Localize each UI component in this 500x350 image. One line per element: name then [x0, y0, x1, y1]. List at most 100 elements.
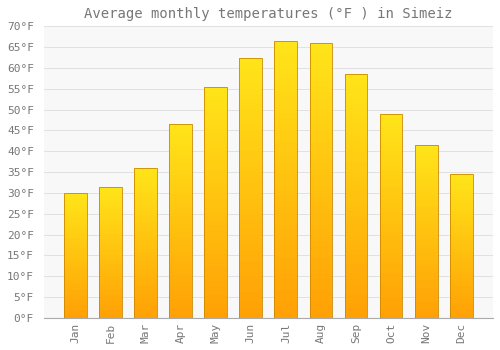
Bar [134, 231, 157, 234]
Bar [310, 114, 332, 120]
Bar [380, 171, 402, 175]
Bar [380, 146, 402, 150]
Bar [64, 278, 87, 280]
Bar [204, 262, 227, 267]
Bar [274, 80, 297, 85]
Bar [380, 289, 402, 293]
Bar [415, 231, 438, 235]
Bar [415, 183, 438, 187]
Bar [380, 228, 402, 232]
Bar [415, 238, 438, 242]
Bar [310, 147, 332, 153]
Bar [310, 186, 332, 191]
Bar [64, 238, 87, 240]
Bar [380, 285, 402, 289]
Bar [380, 273, 402, 277]
Bar [64, 230, 87, 233]
Bar [64, 265, 87, 268]
Bar [415, 276, 438, 280]
Bar [99, 265, 122, 268]
Bar [380, 138, 402, 142]
Bar [240, 136, 262, 141]
Bar [204, 119, 227, 124]
Bar [99, 273, 122, 276]
Bar [99, 192, 122, 195]
Bar [170, 244, 192, 248]
Bar [344, 259, 368, 264]
Bar [344, 235, 368, 240]
Bar [450, 174, 472, 177]
Bar [344, 84, 368, 89]
Bar [310, 191, 332, 197]
Bar [344, 245, 368, 250]
Bar [170, 128, 192, 132]
Bar [240, 177, 262, 183]
Bar [380, 204, 402, 208]
Bar [380, 134, 402, 138]
Bar [415, 225, 438, 228]
Bar [99, 205, 122, 208]
Bar [204, 87, 227, 91]
Bar [274, 190, 297, 196]
Bar [134, 186, 157, 189]
Bar [240, 99, 262, 104]
Bar [240, 271, 262, 276]
Bar [99, 231, 122, 234]
Bar [310, 136, 332, 142]
Bar [415, 159, 438, 162]
Bar [64, 280, 87, 283]
Bar [310, 274, 332, 279]
Bar [64, 240, 87, 243]
Bar [310, 164, 332, 169]
Bar [204, 313, 227, 318]
Bar [134, 237, 157, 240]
Bar [64, 290, 87, 293]
Bar [204, 179, 227, 184]
Bar [344, 123, 368, 128]
Bar [204, 100, 227, 105]
Bar [380, 122, 402, 126]
Bar [274, 251, 297, 257]
Bar [380, 142, 402, 146]
Bar [240, 172, 262, 177]
Bar [274, 229, 297, 235]
Bar [134, 312, 157, 315]
Bar [415, 207, 438, 211]
Bar [344, 299, 368, 303]
Bar [204, 96, 227, 100]
Bar [344, 128, 368, 133]
Bar [380, 118, 402, 122]
Bar [344, 191, 368, 196]
Bar [64, 300, 87, 303]
Bar [134, 291, 157, 294]
Bar [134, 210, 157, 213]
Bar [274, 124, 297, 130]
Bar [450, 289, 472, 292]
Bar [344, 79, 368, 84]
Bar [380, 183, 402, 187]
Bar [170, 213, 192, 217]
Bar [204, 248, 227, 253]
Bar [344, 206, 368, 211]
Bar [274, 47, 297, 52]
Bar [274, 240, 297, 246]
Bar [344, 196, 368, 201]
Bar [450, 200, 472, 203]
Bar [344, 172, 368, 176]
Bar [310, 301, 332, 307]
Bar [134, 171, 157, 174]
Bar [204, 216, 227, 221]
Bar [310, 43, 332, 318]
Bar [310, 142, 332, 147]
Bar [64, 243, 87, 245]
Bar [415, 242, 438, 245]
Bar [64, 288, 87, 290]
Bar [134, 195, 157, 198]
Bar [64, 245, 87, 248]
Bar [274, 185, 297, 190]
Bar [240, 219, 262, 224]
Bar [134, 306, 157, 309]
Bar [240, 156, 262, 162]
Bar [64, 225, 87, 228]
Bar [450, 243, 472, 246]
